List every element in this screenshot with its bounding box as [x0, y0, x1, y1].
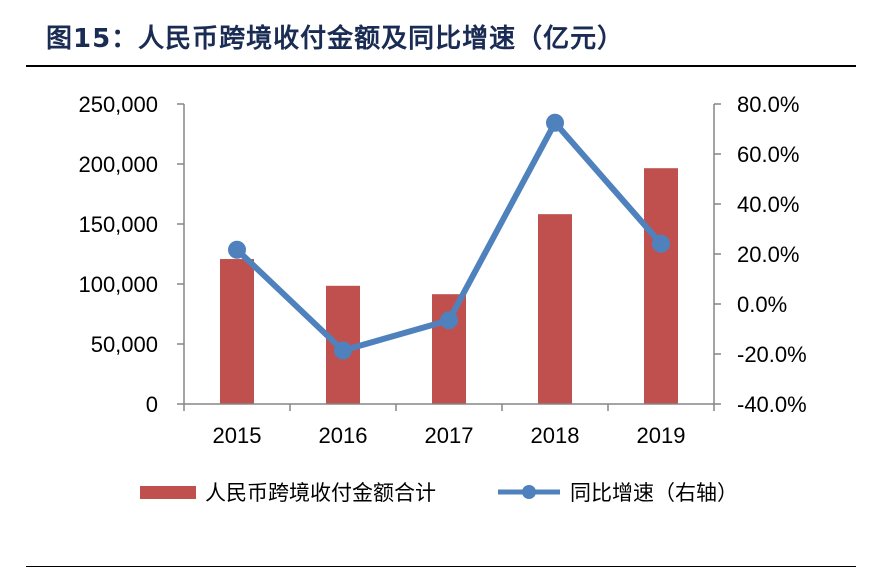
right-tick-label: 80.0%: [737, 92, 799, 117]
bar: [538, 214, 572, 404]
line-point: [546, 113, 564, 132]
bar: [220, 259, 254, 404]
figure-title: 图15：人民币跨境收付金额及同比增速（亿元）: [46, 24, 625, 54]
bar-series: [220, 168, 678, 404]
x-tick-label: 2016: [319, 423, 368, 448]
right-tick-label: 20.0%: [737, 242, 799, 267]
x-tick-label: 2017: [425, 423, 474, 448]
left-tick-label: 0: [146, 392, 158, 417]
legend-bar-label: 人民币跨境收付金额合计: [205, 481, 436, 505]
left-axis: 0 50,000 100,000 150,000 200,000 250,000: [78, 92, 185, 417]
bottom-rule: [26, 566, 856, 567]
line-point: [334, 341, 352, 360]
right-axis: -40.0% -20.0% 0.0% 20.0% 40.0% 60.0% 80.0%: [713, 92, 807, 417]
right-tick-label: -40.0%: [737, 392, 807, 417]
left-tick-label: 100,000: [78, 272, 158, 297]
legend-line-marker: [522, 485, 536, 499]
line-point: [228, 240, 246, 259]
legend-bar-swatch: [140, 486, 196, 499]
line-point: [652, 234, 670, 253]
left-tick-label: 50,000: [91, 332, 158, 357]
x-tick-labels: 2015 2016 2017 2018 2019: [213, 423, 686, 448]
right-tick-label: 40.0%: [737, 192, 799, 217]
left-tick-label: 200,000: [78, 152, 158, 177]
right-tick-label: 60.0%: [737, 142, 799, 167]
bar: [432, 294, 466, 404]
legend: 人民币跨境收付金额合计 同比增速（右轴）: [140, 481, 738, 505]
right-tick-label: 0.0%: [737, 292, 787, 317]
line-series: [228, 113, 670, 360]
x-tick-label: 2015: [213, 423, 262, 448]
x-tick-label: 2019: [637, 423, 686, 448]
bar: [644, 168, 678, 404]
x-axis: [183, 403, 715, 411]
line-point: [440, 311, 458, 330]
right-tick-label: -20.0%: [737, 342, 807, 367]
left-tick-label: 150,000: [78, 212, 158, 237]
legend-line-label: 同比增速（右轴）: [570, 481, 738, 505]
x-tick-label: 2018: [531, 423, 580, 448]
left-tick-label: 250,000: [78, 92, 158, 117]
title-rule: [26, 65, 856, 67]
